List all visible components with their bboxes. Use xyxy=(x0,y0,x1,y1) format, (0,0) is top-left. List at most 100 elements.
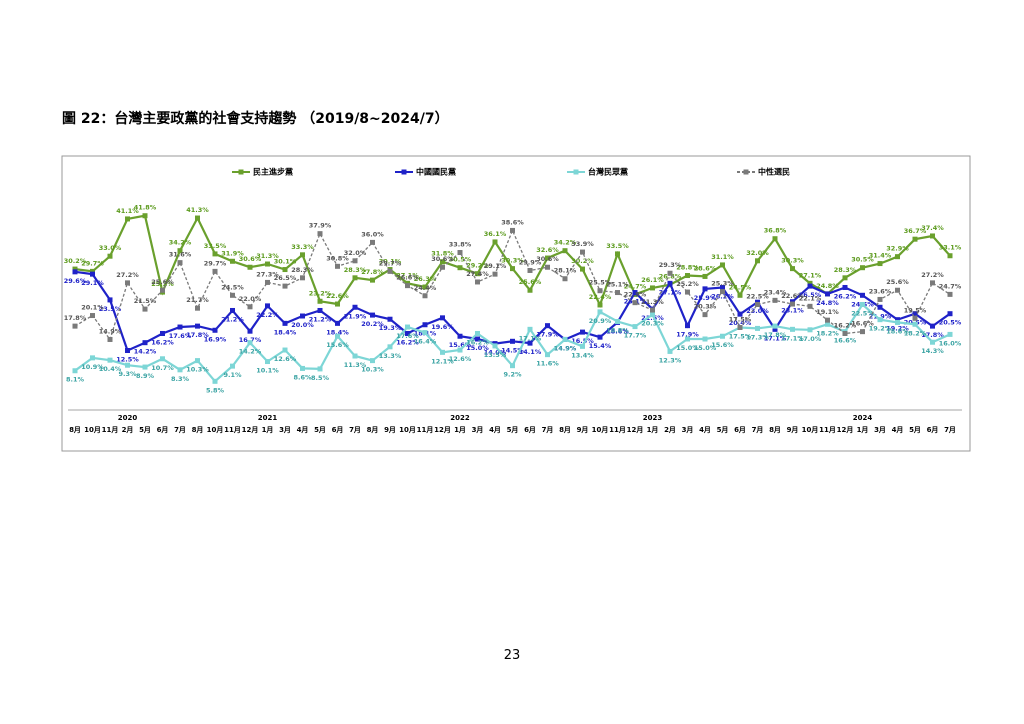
point xyxy=(475,279,480,285)
legend-marker xyxy=(401,169,407,175)
point xyxy=(720,284,725,290)
point xyxy=(895,287,900,293)
x-tick-label: 12月 xyxy=(837,426,854,434)
point xyxy=(790,326,795,332)
point xyxy=(335,263,340,269)
point xyxy=(142,306,148,312)
value-label: 19.2% xyxy=(886,325,909,333)
point xyxy=(177,260,183,266)
point xyxy=(667,270,673,276)
x-tick-label: 9月 xyxy=(577,426,589,434)
point xyxy=(212,327,218,333)
point xyxy=(580,343,585,349)
value-label: 21.9% xyxy=(344,312,367,320)
value-label: 26.1% xyxy=(641,276,664,284)
value-label: 14.3% xyxy=(921,347,944,355)
value-label: 19.1% xyxy=(816,308,839,316)
value-label: 21.9% xyxy=(869,312,892,320)
point xyxy=(422,330,428,336)
point xyxy=(772,326,778,332)
point xyxy=(580,329,585,335)
point xyxy=(160,330,165,336)
value-label: 29.6% xyxy=(64,277,87,285)
point xyxy=(195,215,200,221)
point xyxy=(510,227,515,233)
x-tick-label: 10月 xyxy=(399,426,416,434)
value-label: 27.8% xyxy=(361,268,384,276)
point xyxy=(370,312,375,318)
x-tick-label: 3月 xyxy=(874,426,886,434)
x-tick-label: 8月 xyxy=(192,426,204,434)
value-label: 8.3% xyxy=(171,375,190,383)
point xyxy=(352,275,358,281)
value-label: 22.2% xyxy=(256,311,279,319)
point xyxy=(317,307,323,313)
point xyxy=(282,283,288,289)
value-label: 28.6% xyxy=(694,264,717,272)
legend-marker xyxy=(573,169,579,175)
value-label: 29.7% xyxy=(379,259,402,267)
point xyxy=(387,316,393,322)
point xyxy=(650,312,655,318)
value-label: 22.5% xyxy=(746,293,769,301)
value-label: 14.2% xyxy=(134,348,157,356)
point xyxy=(545,323,550,329)
value-label: 20.3% xyxy=(694,303,717,311)
legend-marker xyxy=(743,169,749,175)
x-tick-label: 1月 xyxy=(647,426,659,434)
value-label: 13.5% xyxy=(484,351,507,359)
value-label: 23.2% xyxy=(309,289,332,297)
value-label: 33.1% xyxy=(939,244,962,252)
page-number: 23 xyxy=(503,648,521,663)
point xyxy=(580,266,585,272)
x-tick-label: 12月 xyxy=(242,426,259,434)
point xyxy=(212,268,218,274)
value-label: 30.5% xyxy=(851,256,874,264)
point xyxy=(422,293,428,299)
legend-label: 民主進步黨 xyxy=(253,167,293,177)
point xyxy=(317,231,323,237)
chart-frame xyxy=(61,155,971,452)
year-label: 2024 xyxy=(853,414,873,422)
value-label: 29.1% xyxy=(81,279,104,287)
value-label: 16.2% xyxy=(151,338,174,346)
point xyxy=(142,213,148,219)
point xyxy=(282,347,288,353)
value-label: 12.1% xyxy=(431,357,454,365)
value-label: 25.3% xyxy=(711,280,734,288)
value-label: 31.4% xyxy=(869,252,892,260)
value-label: 29.3% xyxy=(659,261,682,269)
value-label: 21.2% xyxy=(309,315,332,323)
value-label: 29.1% xyxy=(484,262,507,270)
point xyxy=(90,271,95,277)
x-tick-label: 4月 xyxy=(297,426,309,434)
point xyxy=(825,291,830,297)
x-tick-label: 9月 xyxy=(384,426,396,434)
value-label: 10.4% xyxy=(99,365,122,373)
value-label: 31.8% xyxy=(431,250,454,258)
point xyxy=(440,264,445,270)
point xyxy=(300,313,305,319)
series-line xyxy=(74,228,951,341)
value-label: 20.5% xyxy=(939,319,962,327)
point xyxy=(125,362,130,368)
point xyxy=(947,253,953,259)
point xyxy=(72,269,78,275)
x-tick-label: 6月 xyxy=(734,426,746,434)
value-label: 12.6% xyxy=(449,355,472,363)
value-label: 11.6% xyxy=(536,360,559,368)
point xyxy=(615,290,620,296)
value-label: 29.2% xyxy=(466,262,489,270)
value-label: 11.3% xyxy=(344,361,367,369)
value-label: 25.1% xyxy=(606,281,629,289)
point xyxy=(720,333,725,339)
value-label: 16.2% xyxy=(834,321,857,329)
value-label: 23.4% xyxy=(764,288,787,296)
point xyxy=(632,290,638,296)
value-label: 20.9% xyxy=(589,317,612,325)
point xyxy=(247,328,253,334)
x-tick-label: 12月 xyxy=(434,426,451,434)
point xyxy=(440,259,445,265)
point xyxy=(930,280,935,286)
point xyxy=(265,279,270,285)
